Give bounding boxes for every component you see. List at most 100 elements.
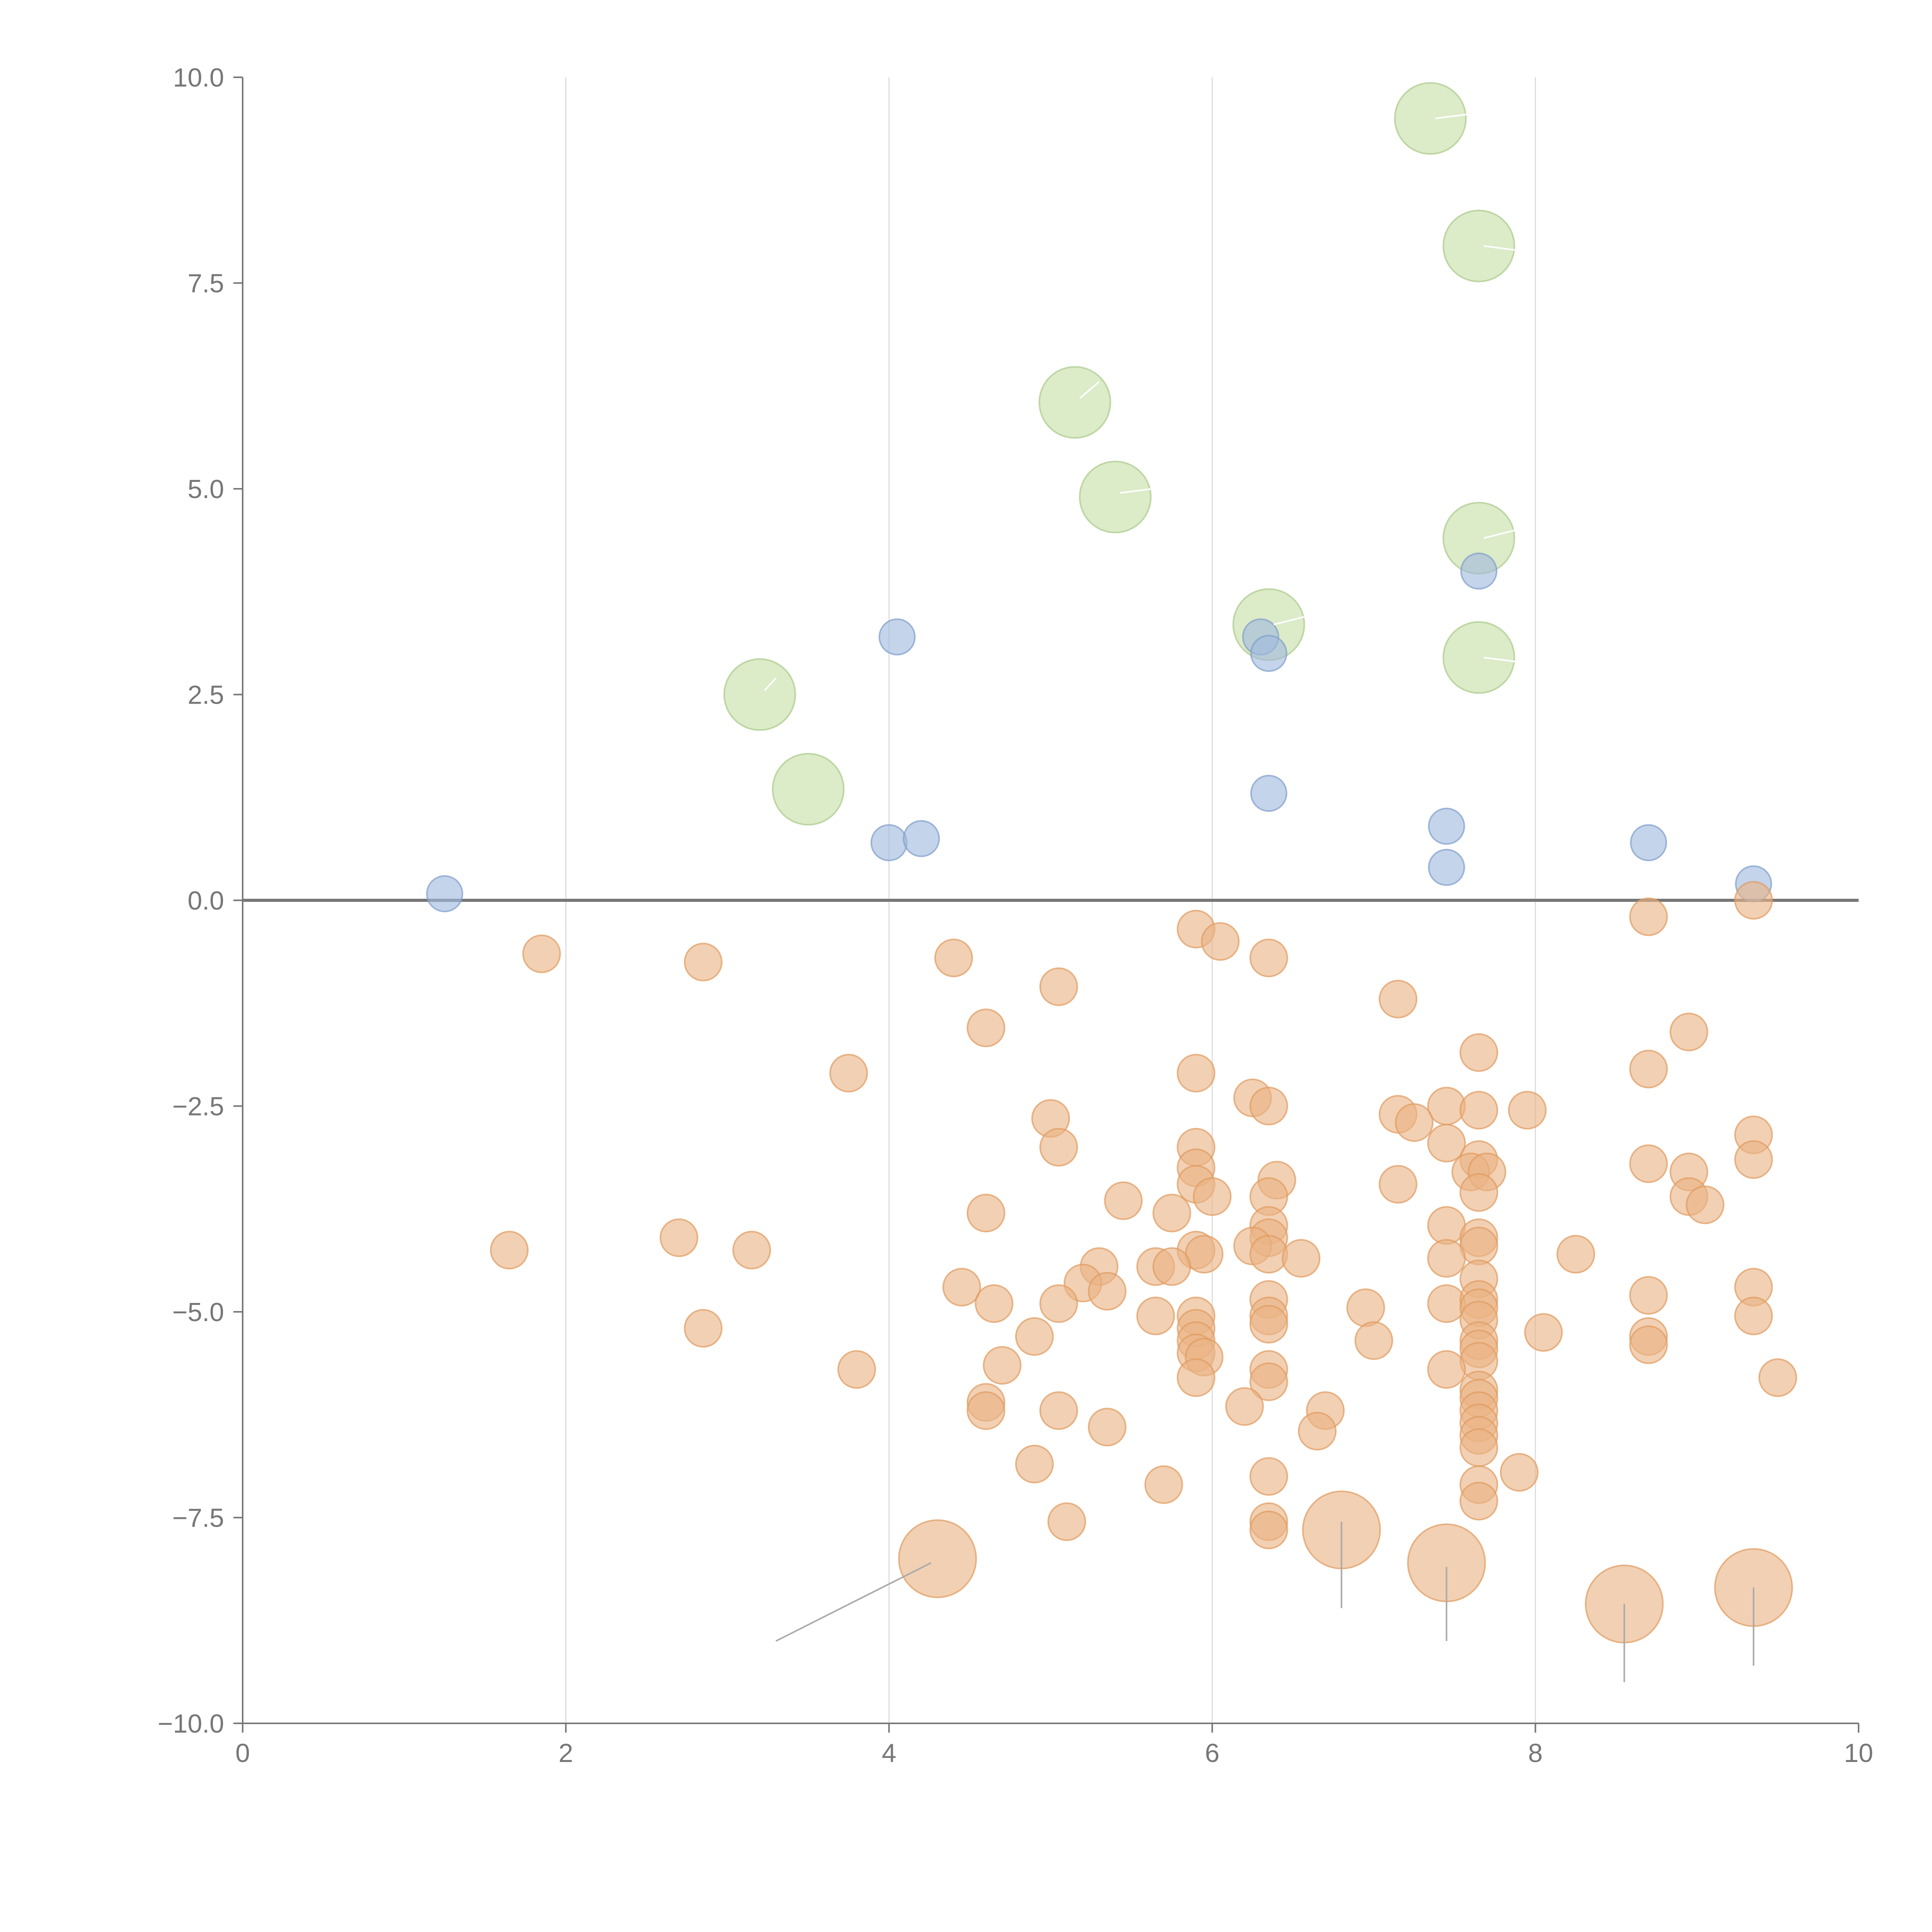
negative-small-point xyxy=(837,1350,876,1389)
annotation-leader-line xyxy=(1483,529,1516,539)
negative-small-point xyxy=(1136,1296,1175,1335)
negative-small-point xyxy=(1249,1235,1288,1274)
negative-small-point xyxy=(1629,1325,1668,1364)
negative-small-point xyxy=(1193,1177,1232,1216)
positive-large-point xyxy=(1079,461,1152,534)
y-tick-label: 10.0 xyxy=(173,63,224,92)
negative-small-point xyxy=(1629,1276,1668,1315)
mark-layer xyxy=(426,82,1797,1644)
negative-small-point xyxy=(1354,1321,1393,1360)
negative-small-point xyxy=(1427,1206,1466,1245)
negative-small-point xyxy=(1459,1173,1498,1212)
negative-small-point xyxy=(1152,1247,1191,1286)
negative-small-point xyxy=(1177,1054,1216,1093)
negative-small-point xyxy=(1346,1288,1385,1327)
negative-small-point xyxy=(1629,1144,1668,1183)
negative-small-point xyxy=(1144,1465,1183,1504)
negative-small-point xyxy=(732,1231,771,1270)
negative-small-point xyxy=(1039,967,1078,1006)
negative-large-point xyxy=(898,1519,977,1598)
negative-small-point xyxy=(660,1218,699,1257)
annotation-leader-line xyxy=(1483,656,1516,663)
negative-small-point xyxy=(1427,1124,1466,1163)
negative-small-point xyxy=(1039,1128,1078,1167)
annotation-leader-line xyxy=(1079,381,1100,399)
negative-small-point xyxy=(1427,1284,1466,1323)
positive-small-point xyxy=(878,618,916,656)
negative-small-point xyxy=(1459,1428,1498,1467)
negative-small-point xyxy=(1039,1391,1078,1430)
positive-small-point xyxy=(1630,824,1667,861)
negative-small-point xyxy=(1556,1235,1595,1274)
annotation-leader-line xyxy=(1273,616,1306,626)
negative-small-point xyxy=(1459,1091,1498,1130)
y-tick-label: 5.0 xyxy=(187,474,224,504)
positive-large-point xyxy=(723,658,796,731)
negative-small-point xyxy=(1395,1103,1434,1142)
negative-small-point xyxy=(1249,1362,1288,1401)
positive-large-point xyxy=(1394,82,1467,155)
negative-small-point xyxy=(1185,1235,1224,1274)
x-tick-label: 0 xyxy=(235,1738,250,1768)
negative-small-point xyxy=(1249,1457,1288,1496)
x-tick-label: 8 xyxy=(1528,1738,1543,1768)
negative-small-point xyxy=(1088,1408,1127,1447)
negative-small-point xyxy=(1379,1165,1418,1204)
x-tick-label: 4 xyxy=(882,1738,896,1768)
y-tick-label: 7.5 xyxy=(187,269,224,298)
negative-small-point xyxy=(942,1268,981,1307)
negative-small-point xyxy=(1629,897,1668,936)
negative-small-point xyxy=(684,942,723,981)
negative-small-point xyxy=(1734,1296,1773,1335)
negative-small-point xyxy=(1249,1510,1288,1549)
annotation-leader-line xyxy=(1120,488,1153,494)
negative-small-point xyxy=(1734,881,1773,920)
positive-small-point xyxy=(870,824,908,861)
negative-small-point xyxy=(522,934,561,973)
y-tick-label: −7.5 xyxy=(172,1503,224,1533)
axis-layer xyxy=(233,77,1859,1733)
negative-small-point xyxy=(1459,1033,1498,1072)
positive-small-point xyxy=(1428,849,1465,886)
negative-small-point xyxy=(1629,1049,1668,1088)
positive-small-point xyxy=(1460,553,1498,590)
x-tick-label: 2 xyxy=(558,1738,573,1768)
negative-small-point xyxy=(1047,1502,1086,1541)
negative-small-point xyxy=(966,1391,1005,1430)
negative-small-point xyxy=(1427,1239,1466,1278)
negative-small-point xyxy=(1104,1181,1143,1220)
negative-small-point xyxy=(1225,1387,1264,1426)
y-tick-label: 0.0 xyxy=(187,886,224,915)
negative-small-point xyxy=(490,1231,529,1270)
positive-large-point xyxy=(1442,621,1515,694)
negative-small-point xyxy=(1282,1239,1321,1278)
negative-small-point xyxy=(966,1009,1005,1048)
positive-small-point xyxy=(1250,775,1287,812)
negative-small-point xyxy=(1379,980,1418,1019)
y-tick-label: 2.5 xyxy=(187,680,224,710)
label-layer: 0 2 4 6 8 10 10.0 7.5 5.0 2.5 0.0 −2.5 −5.0 −7.5 −10.0 xyxy=(158,63,1873,1768)
negative-small-point xyxy=(934,939,973,978)
negative-small-point xyxy=(1524,1313,1563,1352)
positive-large-point xyxy=(1038,366,1111,439)
positive-large-point xyxy=(1442,209,1515,282)
negative-small-point xyxy=(1088,1272,1127,1311)
annotation-leader-line xyxy=(776,1562,932,1642)
y-tick-label: −5.0 xyxy=(172,1298,224,1327)
leader-layer xyxy=(764,113,1755,1682)
negative-small-point xyxy=(975,1284,1014,1323)
positive-small-point xyxy=(1250,635,1287,672)
negative-small-point xyxy=(1685,1185,1725,1225)
positive-small-point xyxy=(903,820,940,857)
x-tick-label: 10 xyxy=(1844,1738,1873,1768)
y-tick-label: −2.5 xyxy=(172,1092,224,1121)
positive-large-point xyxy=(772,753,845,826)
annotation-leader-line xyxy=(764,677,777,691)
negative-small-point xyxy=(1249,1087,1288,1126)
negative-small-point xyxy=(1298,1412,1337,1451)
negative-small-point xyxy=(1249,1304,1288,1344)
annotation-leader-line xyxy=(1435,113,1468,119)
negative-small-point xyxy=(1427,1350,1466,1389)
x-tick-label: 6 xyxy=(1205,1738,1219,1768)
